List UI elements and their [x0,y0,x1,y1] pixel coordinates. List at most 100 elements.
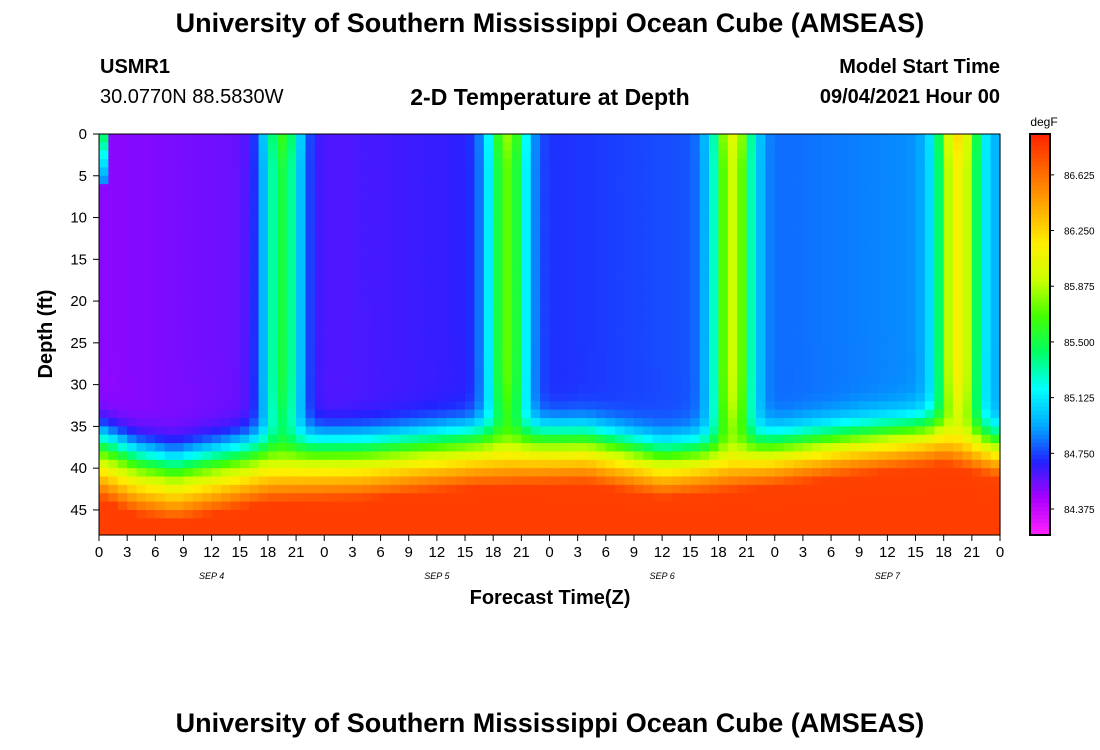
heatmap-cell [230,250,241,260]
heatmap-cell [774,150,785,160]
heatmap-cell [352,184,363,194]
heatmap-cell [671,142,682,152]
heatmap-cell [221,276,231,285]
heatmap-cell [718,292,729,302]
heatmap-cell [145,493,156,503]
heatmap-cell [568,518,579,528]
heatmap-cell [802,367,813,377]
heatmap-cell [174,409,185,419]
heatmap-cell [343,159,354,169]
heatmap-cell [136,384,147,394]
heatmap-cell [802,150,813,160]
heatmap-cell [540,134,551,143]
heatmap-cell [99,493,109,503]
heatmap-cell [249,501,260,511]
heatmap-cell [408,476,419,486]
heatmap-cell [737,142,748,152]
heatmap-cell [981,200,992,210]
heatmap-cell [267,509,278,519]
heatmap-cell [249,225,260,235]
heatmap-cell [633,175,644,185]
heatmap-cell [877,459,888,469]
heatmap-cell [192,184,203,194]
heatmap-cell [971,334,982,344]
heatmap-cell [230,434,241,444]
heatmap-cell [793,134,804,143]
heatmap-cell [277,167,288,177]
heatmap-cell [793,484,804,494]
heatmap-cell [774,376,785,386]
heatmap-cell [511,351,522,361]
heatmap-cell [737,209,748,219]
heatmap-cell [343,526,354,536]
heatmap-cell [371,159,382,169]
heatmap-cell [324,443,335,453]
heatmap-cell [671,134,682,143]
heatmap-cell [615,276,626,285]
heatmap-cell [155,418,166,427]
heatmap-cell [314,484,325,494]
heatmap-cell [145,134,156,143]
heatmap-cell [277,159,288,169]
heatmap-cell [577,476,588,486]
heatmap-cell [624,342,635,352]
heatmap-cell [540,426,551,436]
heatmap-cell [305,384,316,394]
colorbar-segment [1030,418,1050,424]
heatmap-cell [727,342,738,352]
heatmap-cell [380,209,391,219]
heatmap-cell [530,267,541,277]
heatmap-cell [624,134,635,143]
heatmap-cell [427,443,438,453]
colorbar-segment [1030,458,1050,464]
heatmap-cell [380,284,391,294]
heatmap-cell [408,367,419,377]
heatmap-cell [643,409,654,419]
heatmap-cell [389,401,400,411]
heatmap-cell [568,451,579,461]
heatmap-cell [521,476,532,486]
heatmap-cell [221,150,231,160]
heatmap-cell [380,384,391,394]
heatmap-cell [108,259,119,269]
heatmap-cell [802,426,813,436]
heatmap-cell [465,376,476,386]
heatmap-cell [446,526,457,536]
heatmap-cell [502,409,513,419]
heatmap-cell [652,351,663,361]
heatmap-cell [934,150,945,160]
heatmap-cell [587,518,598,528]
heatmap-cell [164,326,175,336]
heatmap-cell [633,134,644,143]
colorbar-segment [1030,522,1050,528]
heatmap-cell [192,392,203,402]
heatmap-cell [774,234,785,244]
heatmap-cell [493,192,504,202]
heatmap-cell [314,217,325,227]
heatmap-cell [127,250,138,260]
heatmap-cell [267,200,278,210]
heatmap-cell [239,443,250,453]
heatmap-cell [587,392,598,402]
heatmap-cell [493,409,504,419]
heatmap-cell [389,267,400,277]
heatmap-cell [605,175,616,185]
heatmap-cell [624,367,635,377]
y-tick-label: 40 [70,460,87,477]
heatmap-cell [174,326,185,336]
heatmap-cell [455,518,466,528]
heatmap-cell [511,284,522,294]
heatmap-cell [99,484,109,494]
heatmap-cell [277,367,288,377]
heatmap-cell [540,259,551,269]
heatmap-cell [389,150,400,160]
heatmap-cell [859,150,870,160]
heatmap-cell [352,301,363,311]
heatmap-cell [183,526,194,536]
heatmap-cell [652,326,663,336]
heatmap-cell [333,359,344,369]
heatmap-cell [183,292,194,302]
heatmap-cell [934,326,945,336]
heatmap-cell [934,392,945,402]
heatmap-cell [192,134,203,143]
